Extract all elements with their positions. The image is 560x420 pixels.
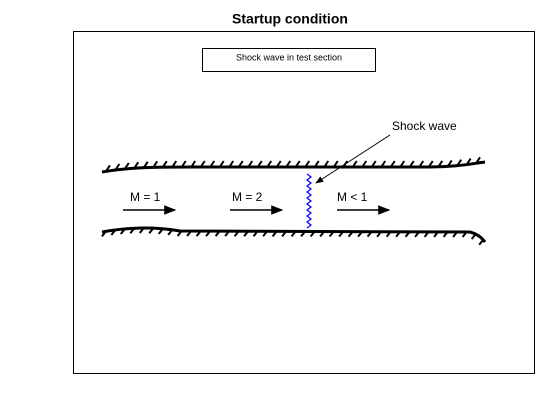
hatch xyxy=(475,156,481,164)
annotation-arrow xyxy=(315,134,391,184)
hatch xyxy=(395,231,401,238)
hatch xyxy=(385,231,392,238)
hatch xyxy=(247,160,254,168)
hatch xyxy=(180,160,187,168)
hatch xyxy=(252,230,259,237)
hatch xyxy=(389,160,396,168)
title: Startup condition xyxy=(232,11,348,27)
hatch xyxy=(404,231,411,238)
lower-wall xyxy=(101,226,487,243)
hatch xyxy=(233,230,240,237)
hatch xyxy=(300,230,306,238)
hatch xyxy=(129,227,136,234)
hatch xyxy=(224,230,230,237)
hatch xyxy=(470,233,477,240)
hatch xyxy=(110,229,117,236)
hatch xyxy=(123,162,130,170)
hatch xyxy=(148,227,155,234)
hatch xyxy=(101,230,107,237)
hatch xyxy=(418,160,425,168)
hatch xyxy=(294,160,301,168)
hatch xyxy=(152,160,159,168)
hatch xyxy=(328,230,335,238)
hatch xyxy=(370,160,377,168)
hatch xyxy=(313,160,320,168)
hatch xyxy=(161,160,168,168)
hatch xyxy=(138,227,145,234)
hatch xyxy=(380,160,387,168)
hatch xyxy=(456,159,463,167)
hatch xyxy=(361,160,368,168)
hatch xyxy=(290,230,297,238)
hatch xyxy=(237,160,244,168)
mach-label: M = 1 xyxy=(130,190,161,204)
hatch xyxy=(214,230,221,237)
hatch xyxy=(256,160,263,168)
mach-label: M = 2 xyxy=(232,190,263,204)
hatch xyxy=(452,231,458,238)
mach-label: M < 1 xyxy=(337,190,368,204)
hatch xyxy=(133,161,140,169)
hatch xyxy=(465,158,472,166)
hatch xyxy=(446,159,453,168)
hatch xyxy=(285,160,292,168)
hatch xyxy=(437,160,444,168)
hatch xyxy=(399,160,406,168)
hatch xyxy=(338,230,344,238)
hatch xyxy=(309,230,316,238)
shock-wave-line xyxy=(306,173,312,229)
upper-wall xyxy=(101,160,486,174)
wall-hatching xyxy=(101,156,484,246)
text-box xyxy=(202,48,376,72)
hatch xyxy=(186,230,192,237)
hatch xyxy=(433,231,439,238)
hatch xyxy=(190,160,197,168)
hatch xyxy=(332,160,339,168)
hatch xyxy=(423,231,430,238)
hatch xyxy=(319,230,325,238)
hatch xyxy=(243,230,249,237)
hatch xyxy=(205,230,211,237)
hatch xyxy=(478,239,484,246)
hatch xyxy=(271,230,278,237)
hatch xyxy=(142,161,149,169)
hatch xyxy=(171,160,178,168)
hatch xyxy=(461,231,468,238)
hatch xyxy=(351,160,358,168)
hatch xyxy=(323,160,330,168)
hatch xyxy=(114,163,121,171)
hatch xyxy=(347,230,354,238)
hatch xyxy=(199,160,206,168)
hatch xyxy=(357,231,363,238)
hatch xyxy=(442,231,449,238)
hatch xyxy=(262,230,268,237)
hatch xyxy=(275,160,282,168)
hatch xyxy=(366,231,373,238)
hatch xyxy=(176,230,183,237)
hatch xyxy=(195,230,202,237)
hatch xyxy=(157,228,164,235)
text-box-label: Shock wave in test section xyxy=(236,52,342,62)
hatch xyxy=(281,230,287,237)
hatch xyxy=(209,160,216,168)
hatch xyxy=(304,160,311,168)
hatch xyxy=(167,229,173,236)
axes-box xyxy=(73,31,535,374)
hatch xyxy=(105,164,111,172)
hatch xyxy=(408,160,415,168)
hatch xyxy=(218,160,225,168)
hatch xyxy=(427,160,434,168)
hatch xyxy=(414,231,420,238)
hatch xyxy=(266,160,273,168)
hatch xyxy=(120,228,126,235)
hatch xyxy=(376,231,382,238)
hatch xyxy=(228,160,235,168)
annotation-text: Shock wave xyxy=(392,119,457,133)
